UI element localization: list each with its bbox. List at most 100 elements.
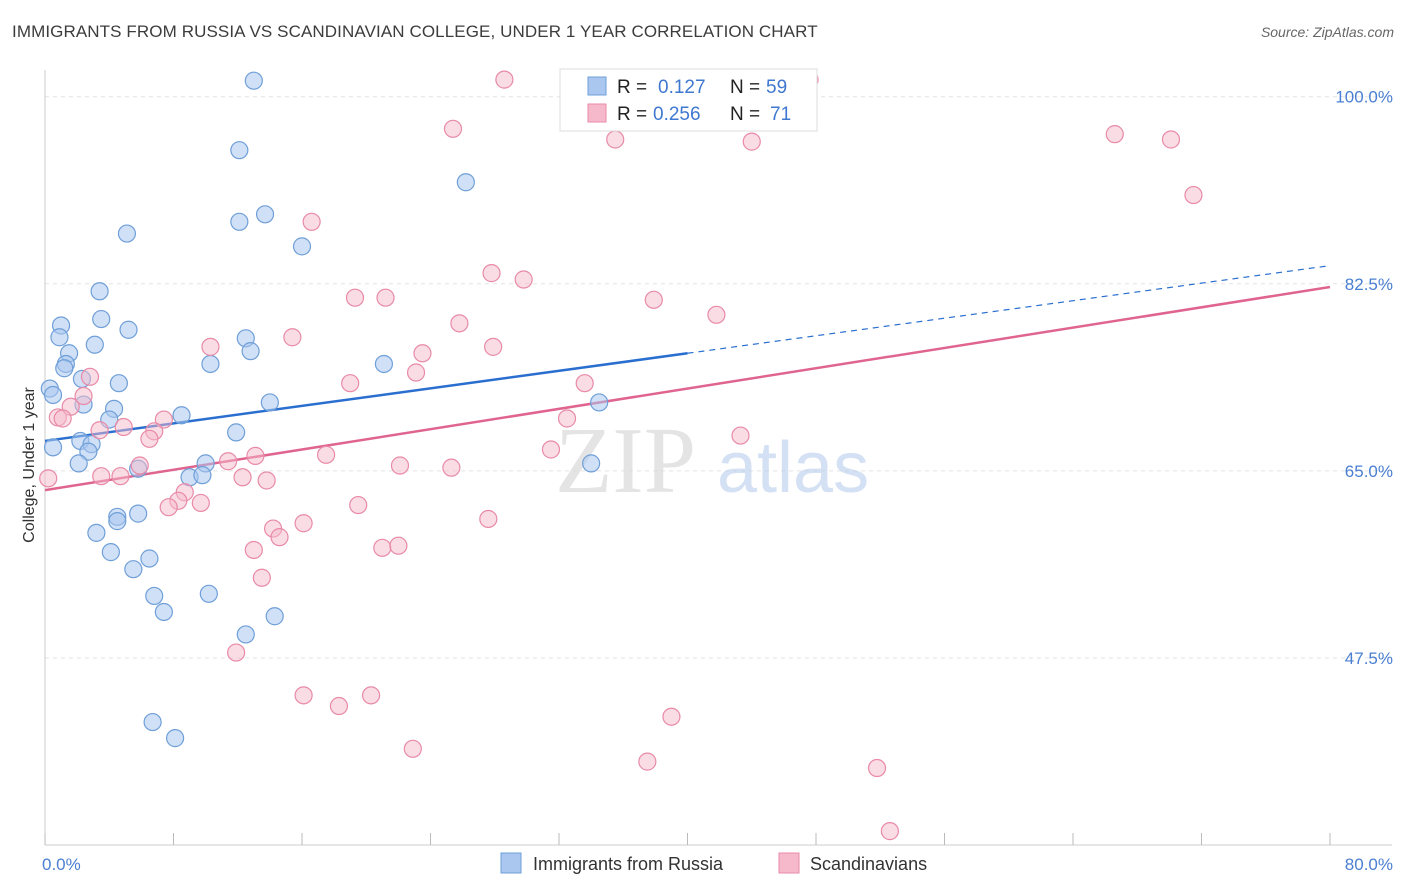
point-scandinavians-35 <box>39 469 58 488</box>
point-russia-11 <box>50 328 69 347</box>
gridlines <box>45 96 1392 659</box>
point-scandinavians-67 <box>867 758 887 778</box>
axes <box>44 70 1392 846</box>
point-scandinavians-17 <box>484 337 503 356</box>
point-russia-16 <box>241 342 260 361</box>
point-russia-25 <box>260 393 279 412</box>
point-russia-48 <box>145 586 164 606</box>
point-russia-6 <box>292 237 312 256</box>
point-scandinavians-55 <box>270 528 289 547</box>
point-russia-7 <box>90 282 109 301</box>
point-scandinavians-33 <box>140 429 159 448</box>
point-scandinavians-8 <box>302 212 321 231</box>
point-scandinavians-37 <box>541 440 561 459</box>
series-immigrants-from-russia <box>40 71 609 748</box>
point-russia-40 <box>582 454 601 473</box>
point-russia-5 <box>117 224 137 243</box>
point-russia-54 <box>166 729 185 748</box>
point-scandinavians-60 <box>227 643 246 662</box>
point-scandinavians-7 <box>1184 185 1203 205</box>
source-label: Source: ZipAtlas.com <box>1260 24 1394 40</box>
point-scandinavians-68 <box>880 822 899 841</box>
point-russia-33 <box>227 423 246 442</box>
point-scandinavians-56 <box>373 538 392 557</box>
point-russia-17 <box>201 354 220 374</box>
y-tick-label-1: 65.0% <box>1345 462 1393 481</box>
point-russia-27 <box>172 406 191 425</box>
point-scandinavians-61 <box>294 686 313 705</box>
y-tick-label-2: 82.5% <box>1345 275 1393 294</box>
point-russia-34 <box>590 393 609 412</box>
point-scandinavians-46 <box>257 471 276 490</box>
point-scandinavians-44 <box>111 467 130 486</box>
point-russia-50 <box>154 602 173 622</box>
point-scandinavians-27 <box>53 409 72 428</box>
x-tick-label-1: 80.0% <box>1345 855 1393 874</box>
point-scandinavians-52 <box>479 509 498 529</box>
legend-swatch-blue <box>587 76 607 96</box>
point-russia-3 <box>230 212 249 231</box>
point-scandinavians-0 <box>495 70 514 89</box>
point-russia-45 <box>101 543 120 562</box>
point-scandinavians-30 <box>114 417 133 437</box>
bottom-legend-swatch-pink <box>778 852 800 874</box>
point-scandinavians-15 <box>450 314 469 333</box>
point-russia-43 <box>108 512 127 531</box>
watermark-zip: ZIP <box>555 409 696 513</box>
point-russia-53 <box>143 712 162 732</box>
point-russia-0 <box>244 71 263 90</box>
point-scandinavians-2 <box>443 119 463 138</box>
point-scandinavians-18 <box>201 337 220 356</box>
point-russia-36 <box>69 454 88 473</box>
point-scandinavians-66 <box>638 752 657 771</box>
point-russia-51 <box>265 607 284 626</box>
point-scandinavians-40 <box>246 446 265 465</box>
point-scandinavians-63 <box>361 686 381 705</box>
x-tick-labels: 0.0% 80.0% <box>42 855 1393 874</box>
point-russia-9 <box>92 309 111 329</box>
point-scandinavians-49 <box>191 493 210 513</box>
point-scandinavians-34 <box>731 426 750 445</box>
point-scandinavians-5 <box>1105 125 1124 144</box>
legend-n-value-pink: 71 <box>770 104 791 125</box>
point-scandinavians-21 <box>80 367 100 386</box>
point-russia-29 <box>43 438 63 457</box>
point-scandinavians-51 <box>349 495 368 515</box>
point-scandinavians-19 <box>413 344 432 363</box>
point-russia-49 <box>199 584 218 603</box>
point-scandinavians-36 <box>316 445 336 464</box>
legend-r-value-pink: 0.256 <box>653 104 701 125</box>
point-scandinavians-45 <box>233 468 252 487</box>
bottom-legend-label-blue: Immigrants from Russia <box>533 854 724 874</box>
watermark: ZIP atlas <box>555 409 869 513</box>
point-scandinavians-31 <box>90 421 109 440</box>
point-russia-32 <box>79 442 98 461</box>
point-russia-23 <box>43 385 63 405</box>
bottom-legend: Immigrants from Russia Scandinavians <box>500 852 927 874</box>
point-scandinavians-23 <box>575 374 594 393</box>
point-russia-18 <box>374 354 394 374</box>
point-scandinavians-6 <box>1161 130 1181 149</box>
point-scandinavians-29 <box>557 409 577 428</box>
point-russia-44 <box>87 523 106 542</box>
point-scandinavians-4 <box>742 132 761 151</box>
point-russia-39 <box>193 466 212 485</box>
legend-n-label-blue: N = <box>730 77 760 98</box>
point-scandinavians-11 <box>345 288 365 307</box>
point-scandinavians-24 <box>74 386 93 406</box>
point-scandinavians-59 <box>252 568 271 587</box>
y-tick-label-0: 47.5% <box>1345 649 1393 668</box>
y-tick-labels: 47.5% 65.0% 82.5% 100.0% <box>1335 88 1393 668</box>
y-tick-label-3: 100.0% <box>1335 88 1393 107</box>
point-russia-14 <box>85 335 104 354</box>
x-tick-label-0: 0.0% <box>42 855 81 874</box>
point-russia-4 <box>255 205 275 224</box>
point-russia-2 <box>456 173 475 192</box>
point-scandinavians-16 <box>283 328 302 347</box>
point-scandinavians-39 <box>219 452 238 471</box>
point-russia-42 <box>129 504 148 523</box>
point-scandinavians-62 <box>329 696 349 716</box>
point-russia-46 <box>140 549 159 568</box>
point-russia-52 <box>236 625 255 644</box>
series-scandinavians <box>39 70 1203 841</box>
